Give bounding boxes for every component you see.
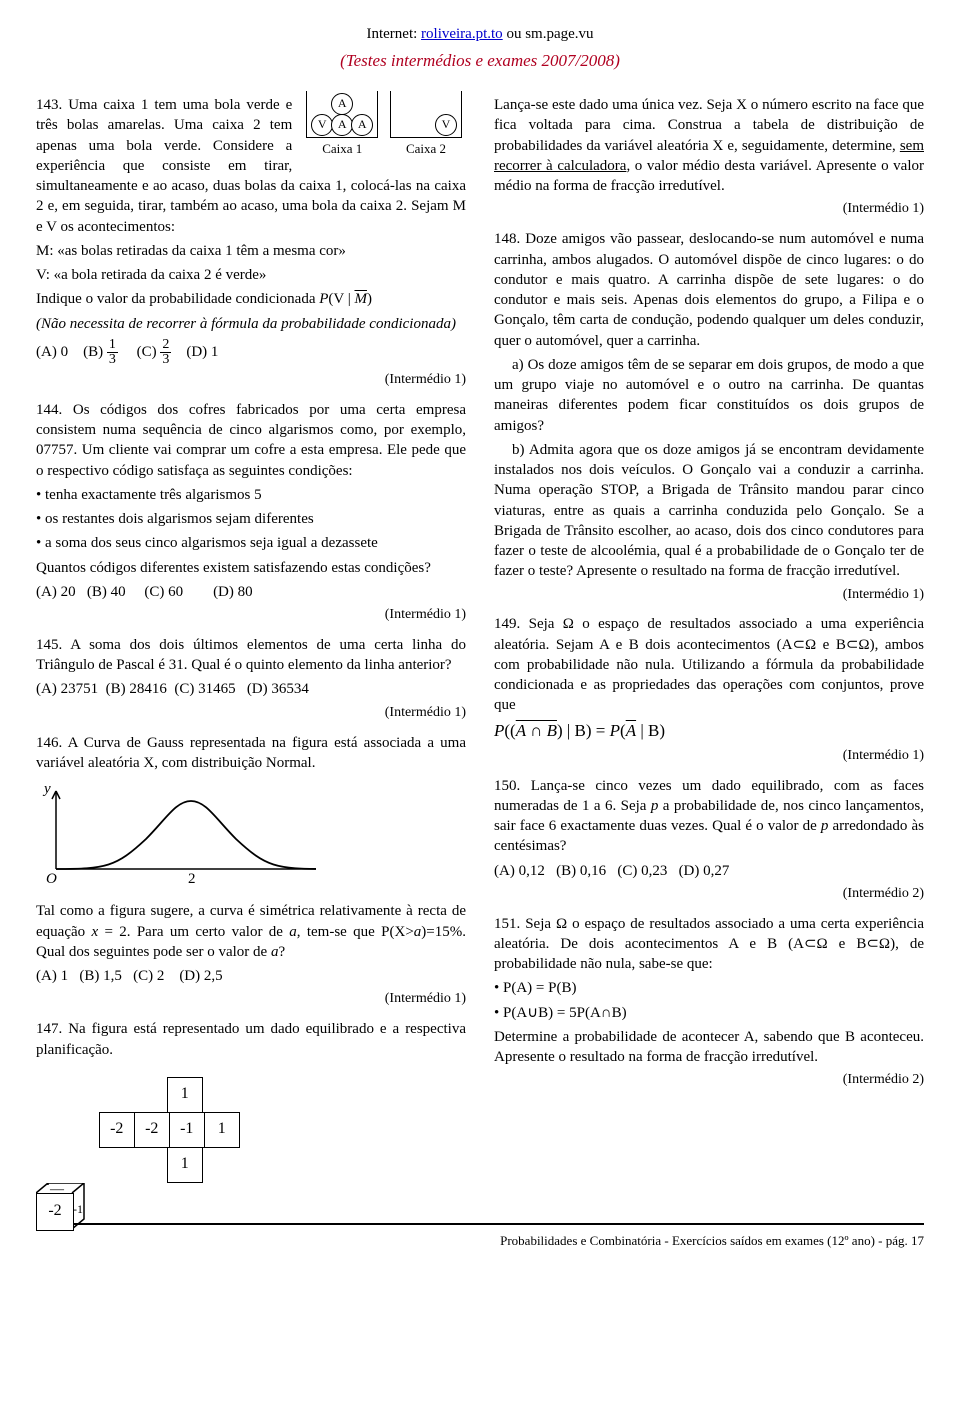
p143-tag: (Intermédio 1) <box>36 371 466 390</box>
p143-v: V: «a bola retirada da caixa 2 é verde» <box>36 265 466 285</box>
p143-note: (Não necessita de recorrer à fórmula da … <box>36 314 466 334</box>
p151-after: Determine a probabilidade de acontecer A… <box>494 1027 924 1068</box>
ball-a-right: A <box>351 114 373 136</box>
p144-opts: (A) 20 (B) 40 (C) 60 (D) 80 <box>36 582 466 602</box>
p146-tag: (Intermédio 1) <box>36 990 466 1009</box>
net-r4: 1 <box>204 1112 240 1148</box>
gauss-two: 2 <box>188 871 196 887</box>
p148-text: 148. Doze amigos vão passear, deslocando… <box>494 229 924 351</box>
gauss-curve <box>56 801 316 869</box>
ball-v-2: V <box>435 114 457 136</box>
p150-text: 150. Lança-se cinco vezes um dado equili… <box>494 776 924 857</box>
ball-a-top: A <box>331 93 353 115</box>
ball-v: V <box>311 114 333 136</box>
dice-net: 1 -2-2-11 1 <box>100 1078 240 1183</box>
net-r1: -2 <box>99 1112 135 1148</box>
p147b-tag: (Intermédio 1) <box>494 200 924 219</box>
p149-formula: P((A ∩ B) | B) = P(A | B) <box>494 720 924 743</box>
box-2-label: Caixa 2 <box>390 140 462 158</box>
box-1: A V A A <box>306 91 378 138</box>
p143-options: (A) 0 (B) 13 (C) 23 (D) 1 <box>36 338 466 367</box>
header-suffix: ou sm.page.vu <box>503 26 594 42</box>
p144-b2: • os restantes dois algarismos sejam dif… <box>36 509 466 529</box>
gauss-y: y <box>42 781 51 797</box>
gauss-figure: y O 2 x <box>36 779 466 895</box>
subtitle: (Testes intermédios e exames 2007/2008) <box>36 50 924 73</box>
p151-l2: • P(A∪B) = 5P(A∩B) <box>494 1003 924 1023</box>
p145-tag: (Intermédio 1) <box>36 704 466 723</box>
p147-text: 147. Na figura está representado um dado… <box>36 1019 466 1060</box>
p146-text: 146. A Curva de Gauss representada na fi… <box>36 733 466 774</box>
p150-opts: (A) 0,12 (B) 0,16 (C) 0,23 (D) 0,27 <box>494 861 924 881</box>
p145-opts: (A) 23751 (B) 28416 (C) 31465 (D) 36534 <box>36 679 466 699</box>
p150-tag: (Intermédio 2) <box>494 885 924 904</box>
p143-ask: Indique o valor da probabilidade condici… <box>36 289 466 309</box>
right-column: Lança-se este dado uma única vez. Seja X… <box>494 91 924 1183</box>
net-r2: -2 <box>134 1112 170 1148</box>
footer-text: Probabilidades e Combinatória - Exercíci… <box>36 1232 924 1250</box>
footer-rule <box>36 1223 924 1225</box>
p145-text: 145. A soma dos dois últimos elementos d… <box>36 635 466 676</box>
gauss-o: O <box>46 871 57 887</box>
p149-text: 149. Seja Ω o espaço de resultados assoc… <box>494 614 924 715</box>
box-1-label: Caixa 1 <box>306 140 378 158</box>
p148-a: a) Os doze amigos têm de se separar em d… <box>494 355 924 436</box>
header-line: Internet: roliveira.pt.to ou sm.page.vu <box>36 24 924 44</box>
p146-opts: (A) 1 (B) 1,5 (C) 2 (D) 2,5 <box>36 966 466 986</box>
p149-tag: (Intermédio 1) <box>494 747 924 766</box>
net-r3: -1 <box>169 1112 205 1148</box>
header-link[interactable]: roliveira.pt.to <box>421 26 503 42</box>
p147-figure: -2 — -1 1 -2-2-11 1 <box>36 1078 466 1183</box>
p144-q: Quantos códigos diferentes existem satis… <box>36 558 466 578</box>
p144-tag: (Intermédio 1) <box>36 606 466 625</box>
p147b-text: Lança-se este dado uma única vez. Seja X… <box>494 95 924 196</box>
gauss-svg: y O 2 x <box>36 779 316 889</box>
p151-text: 151. Seja Ω o espaço de resultados assoc… <box>494 914 924 975</box>
ball-a-mid: A <box>331 114 353 136</box>
p146-after: Tal como a figura sugere, a curva é simé… <box>36 901 466 962</box>
cube-side-face: -1 <box>73 1201 83 1217</box>
p151-l1: • P(A) = P(B) <box>494 978 924 998</box>
p151-tag: (Intermédio 2) <box>494 1071 924 1090</box>
boxes-figure: A V A A Caixa 1 V Caixa 2 <box>302 91 466 158</box>
box-2: V <box>390 91 462 138</box>
p148-b: b) Admita agora que os doze amigos já se… <box>494 440 924 582</box>
p143-m: M: «as bolas retiradas da caixa 1 têm a … <box>36 241 466 261</box>
left-column: A V A A Caixa 1 V Caixa 2 143. Uma caixa… <box>36 91 466 1183</box>
p144-b3: • a soma dos seus cinco algarismos seja … <box>36 533 466 553</box>
p144-text: 144. Os códigos dos cofres fabricados po… <box>36 400 466 481</box>
p144-b1: • tenha exactamente três algarismos 5 <box>36 485 466 505</box>
p148-tag: (Intermédio 1) <box>494 586 924 605</box>
net-top: 1 <box>167 1077 203 1113</box>
cube-top-face: — <box>50 1181 64 1200</box>
net-bottom: 1 <box>167 1147 203 1183</box>
header-prefix: Internet: <box>366 26 421 42</box>
p143-num: 143. <box>36 97 62 113</box>
